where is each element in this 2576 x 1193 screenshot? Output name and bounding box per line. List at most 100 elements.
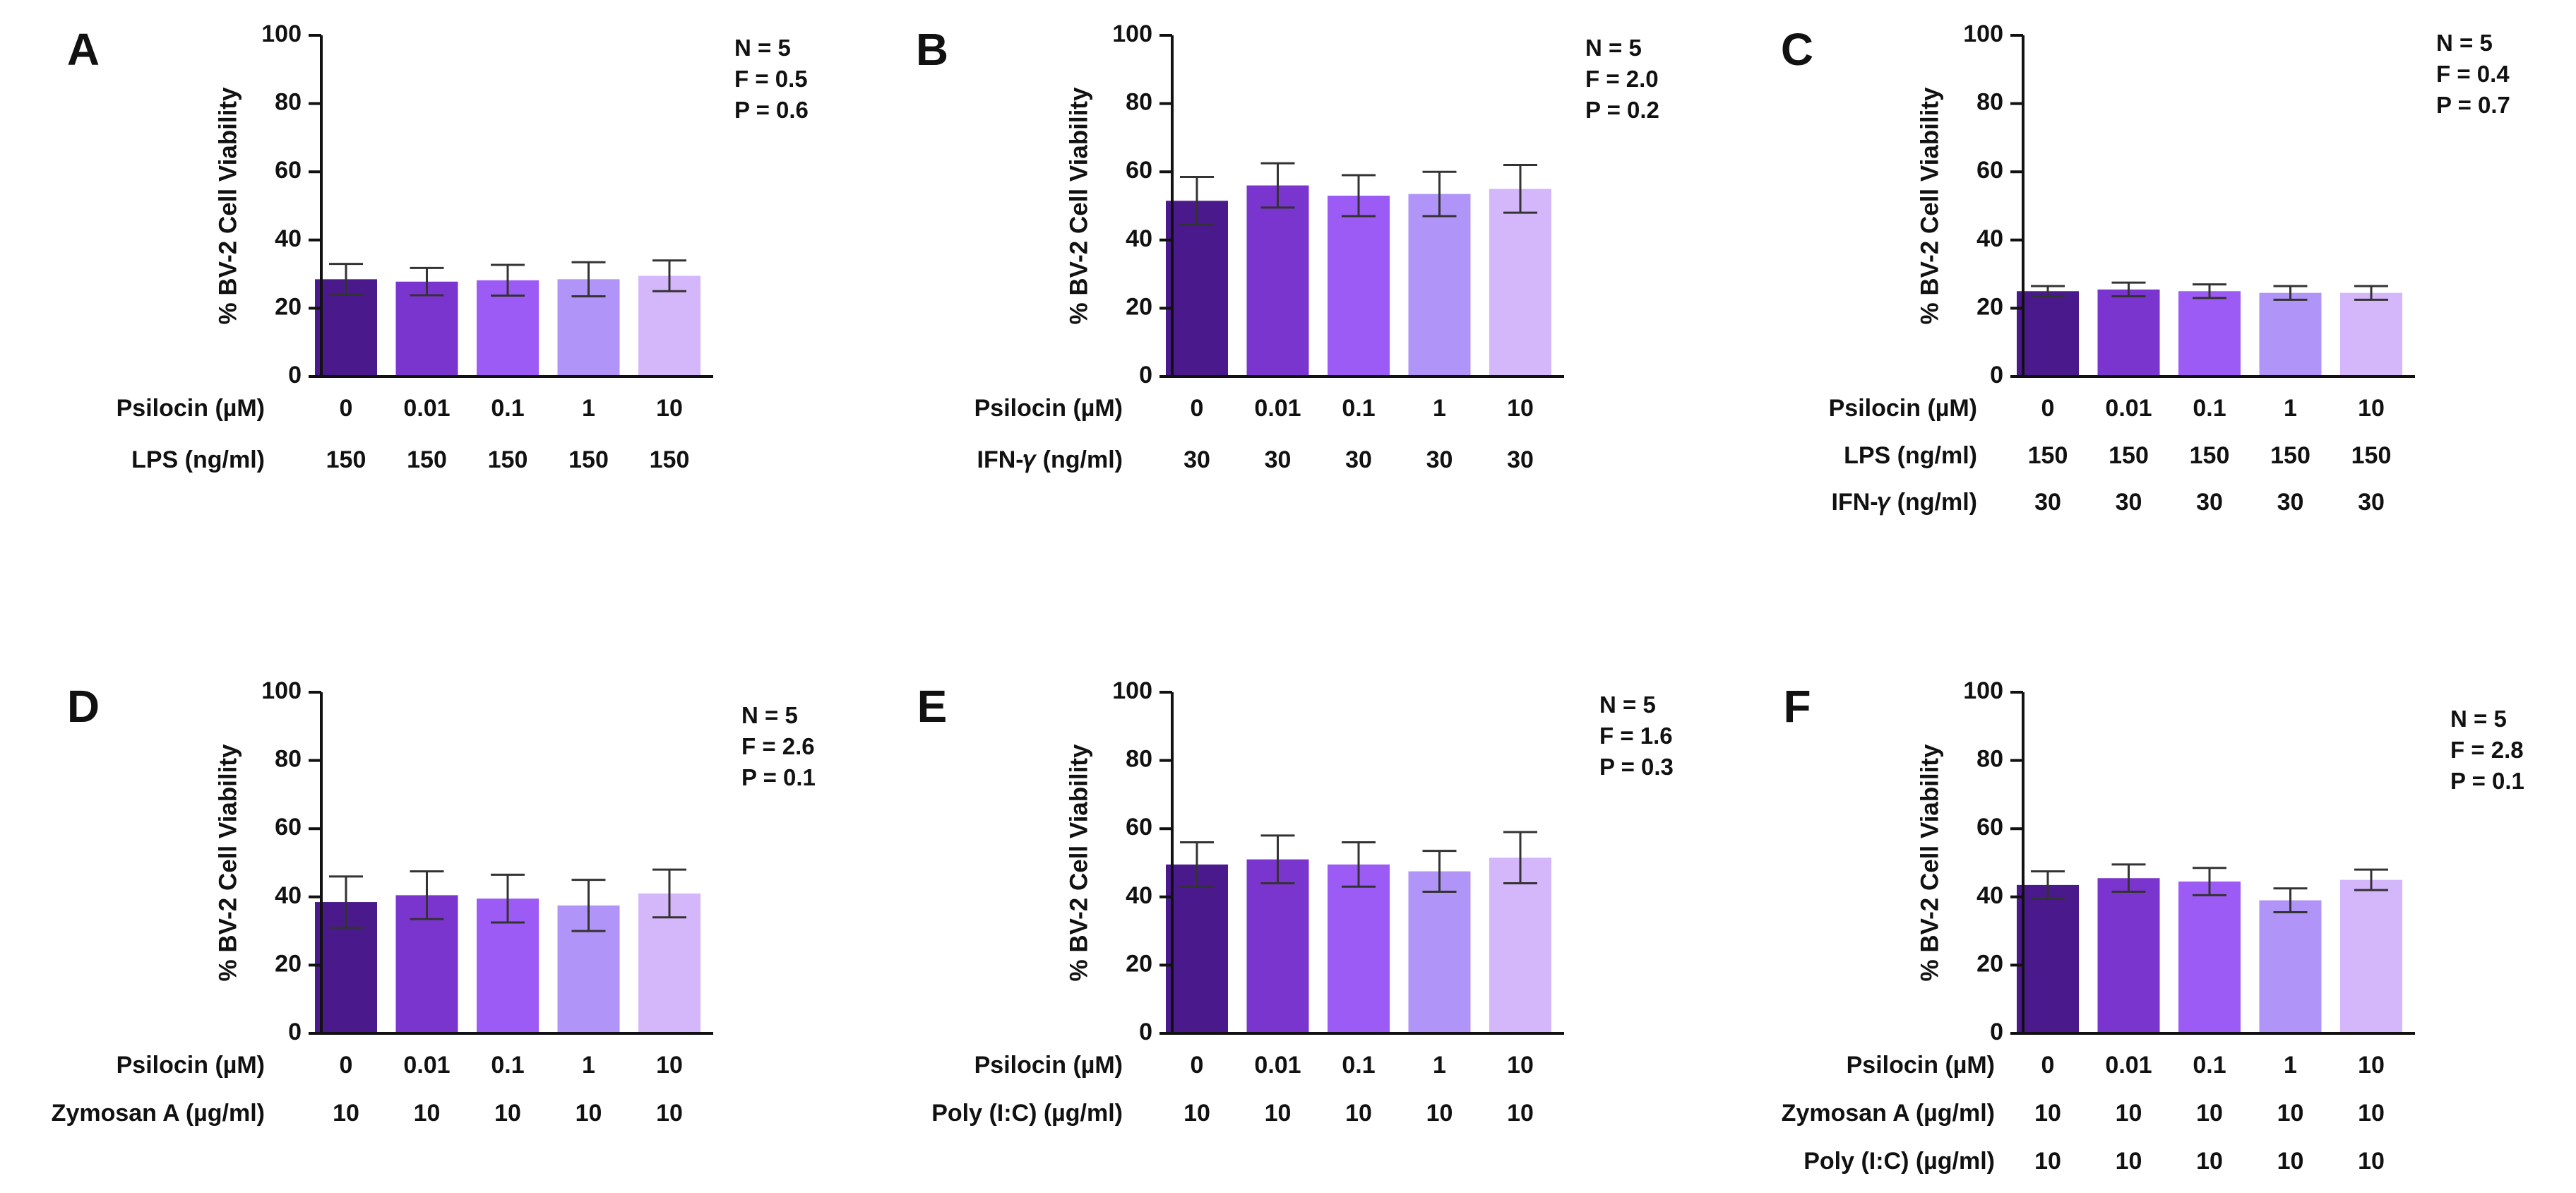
y-tick-label: 100 [1963, 677, 2003, 704]
y-tick-label: 100 [261, 677, 302, 704]
treatment-row-value: 0.01 [1254, 395, 1301, 422]
y-tick-label: 80 [1126, 89, 1152, 116]
treatment-row-value: 10 [576, 1100, 602, 1127]
bar-0-01 [1246, 185, 1309, 376]
treatment-row-value: 0.1 [2193, 1052, 2226, 1079]
error-bar [329, 875, 363, 929]
treatment-row-label: Poly (I:C) (µg/ml) [931, 1100, 1123, 1127]
treatment-row-value: 150 [488, 446, 528, 473]
treatment-row-value: 30 [2196, 489, 2223, 516]
error-bar [571, 261, 606, 297]
error-bar [2111, 281, 2146, 297]
treatment-row-value: 10 [2116, 1148, 2142, 1175]
treatment-row-value: 0 [2041, 1052, 2055, 1079]
error-bar [491, 263, 525, 297]
y-tick-label: 100 [1112, 20, 1152, 47]
treatment-row-label: Psilocin (µM) [1847, 1052, 1995, 1079]
error-bar [1260, 162, 1295, 209]
treatment-row-value: 10 [2358, 395, 2385, 422]
error-bar [1342, 174, 1376, 218]
error-bar [2354, 285, 2388, 301]
error-bar [1503, 831, 1537, 884]
treatment-row-value: 10 [2196, 1148, 2223, 1175]
bar-10 [2340, 292, 2402, 376]
bar-0-1 [2178, 882, 2241, 1033]
treatment-row-value: 10 [494, 1100, 521, 1127]
bar-0 [2017, 291, 2079, 376]
treatment-row-value: 10 [1183, 1100, 1210, 1127]
y-tick-label: 60 [275, 814, 302, 841]
y-tick-label: 40 [275, 225, 302, 252]
bar-0 [1166, 864, 1228, 1033]
error-bar [2193, 283, 2226, 299]
treatment-row-label: LPS (ng/ml) [1844, 442, 1977, 469]
stat-p: P = 0.1 [741, 764, 816, 790]
treatment-row-label: Psilocin (µM) [974, 395, 1123, 422]
y-tick-label: 60 [1126, 157, 1152, 184]
treatment-row-value: 30 [2034, 489, 2061, 516]
y-tick-label: 0 [1990, 1019, 2003, 1045]
treatment-row-value: 0.01 [403, 395, 450, 422]
treatment-row-value: 10 [2196, 1100, 2223, 1127]
y-tick-label: 0 [1139, 1019, 1152, 1045]
bar-0-1 [2178, 291, 2241, 376]
stat-n: N = 5 [1599, 692, 1656, 718]
treatment-row-value: 10 [2358, 1100, 2385, 1127]
treatment-row-value: 10 [1507, 1052, 1534, 1079]
y-tick-label: 60 [1126, 814, 1152, 841]
error-bar [329, 263, 363, 296]
treatment-row-value: 1 [582, 395, 595, 422]
error-bar [652, 259, 686, 292]
error-bar [2111, 863, 2146, 894]
y-tick-label: 0 [288, 362, 302, 388]
stat-f: F = 0.5 [734, 66, 808, 92]
panel-label: E [917, 681, 948, 732]
treatment-row-value: 10 [333, 1100, 359, 1127]
y-axis-label: % BV-2 Cell Viability [1916, 87, 1943, 324]
treatment-row-value: 0.01 [2105, 1052, 2152, 1079]
bar-0-1 [1328, 196, 1390, 376]
treatment-row-value: 10 [2358, 1148, 2385, 1175]
treatment-row-value: 1 [2284, 1052, 2297, 1079]
treatment-row-value: 30 [2277, 489, 2304, 516]
treatment-row-value: 10 [1265, 1100, 1292, 1127]
stat-f: F = 2.6 [741, 733, 815, 759]
treatment-row-label: Psilocin (µM) [974, 1052, 1123, 1079]
treatment-row-value: 10 [2358, 1052, 2385, 1079]
y-axis-label: % BV-2 Cell Viability [214, 87, 242, 324]
treatment-row-label: Poly (I:C) (µg/ml) [1803, 1148, 1995, 1175]
bar-10 [638, 275, 700, 376]
y-tick-label: 60 [1976, 157, 2003, 184]
treatment-row-value: 0.1 [491, 1052, 524, 1079]
treatment-row-value: 10 [1426, 1100, 1453, 1127]
panel-label: A [67, 24, 100, 75]
y-tick-label: 100 [1963, 20, 2003, 47]
treatment-row-label: Psilocin (µM) [117, 1052, 265, 1079]
treatment-row-label: Psilocin (µM) [117, 395, 265, 422]
y-tick-label: 100 [261, 20, 302, 47]
treatment-row-value: 0.01 [2105, 395, 2152, 422]
y-tick-label: 80 [1976, 89, 2003, 116]
treatment-row-value: 1 [1433, 1052, 1446, 1079]
error-bar [2193, 867, 2226, 896]
y-axis-label: % BV-2 Cell Viability [1065, 744, 1092, 981]
error-bar [2031, 285, 2065, 297]
bar-0-01 [1246, 859, 1309, 1033]
treatment-row-value: 1 [582, 1052, 595, 1079]
treatment-row-label: IFN-𝛾 (ng/ml) [977, 446, 1123, 473]
treatment-row-value: 10 [656, 395, 683, 422]
panel-label: B [916, 24, 948, 75]
treatment-row-value: 30 [2358, 489, 2385, 516]
panel-label: F [1783, 681, 1811, 732]
treatment-row-value: 150 [407, 446, 447, 473]
error-bar [2273, 887, 2308, 914]
treatment-row-value: 0.1 [1342, 395, 1375, 422]
y-tick-label: 40 [1126, 225, 1152, 252]
treatment-row-value: 0.01 [1254, 1052, 1301, 1079]
stat-f: F = 2.8 [2450, 737, 2524, 763]
error-bar [1422, 850, 1457, 894]
y-tick-label: 40 [1126, 882, 1152, 909]
treatment-row-value: 150 [568, 446, 609, 473]
